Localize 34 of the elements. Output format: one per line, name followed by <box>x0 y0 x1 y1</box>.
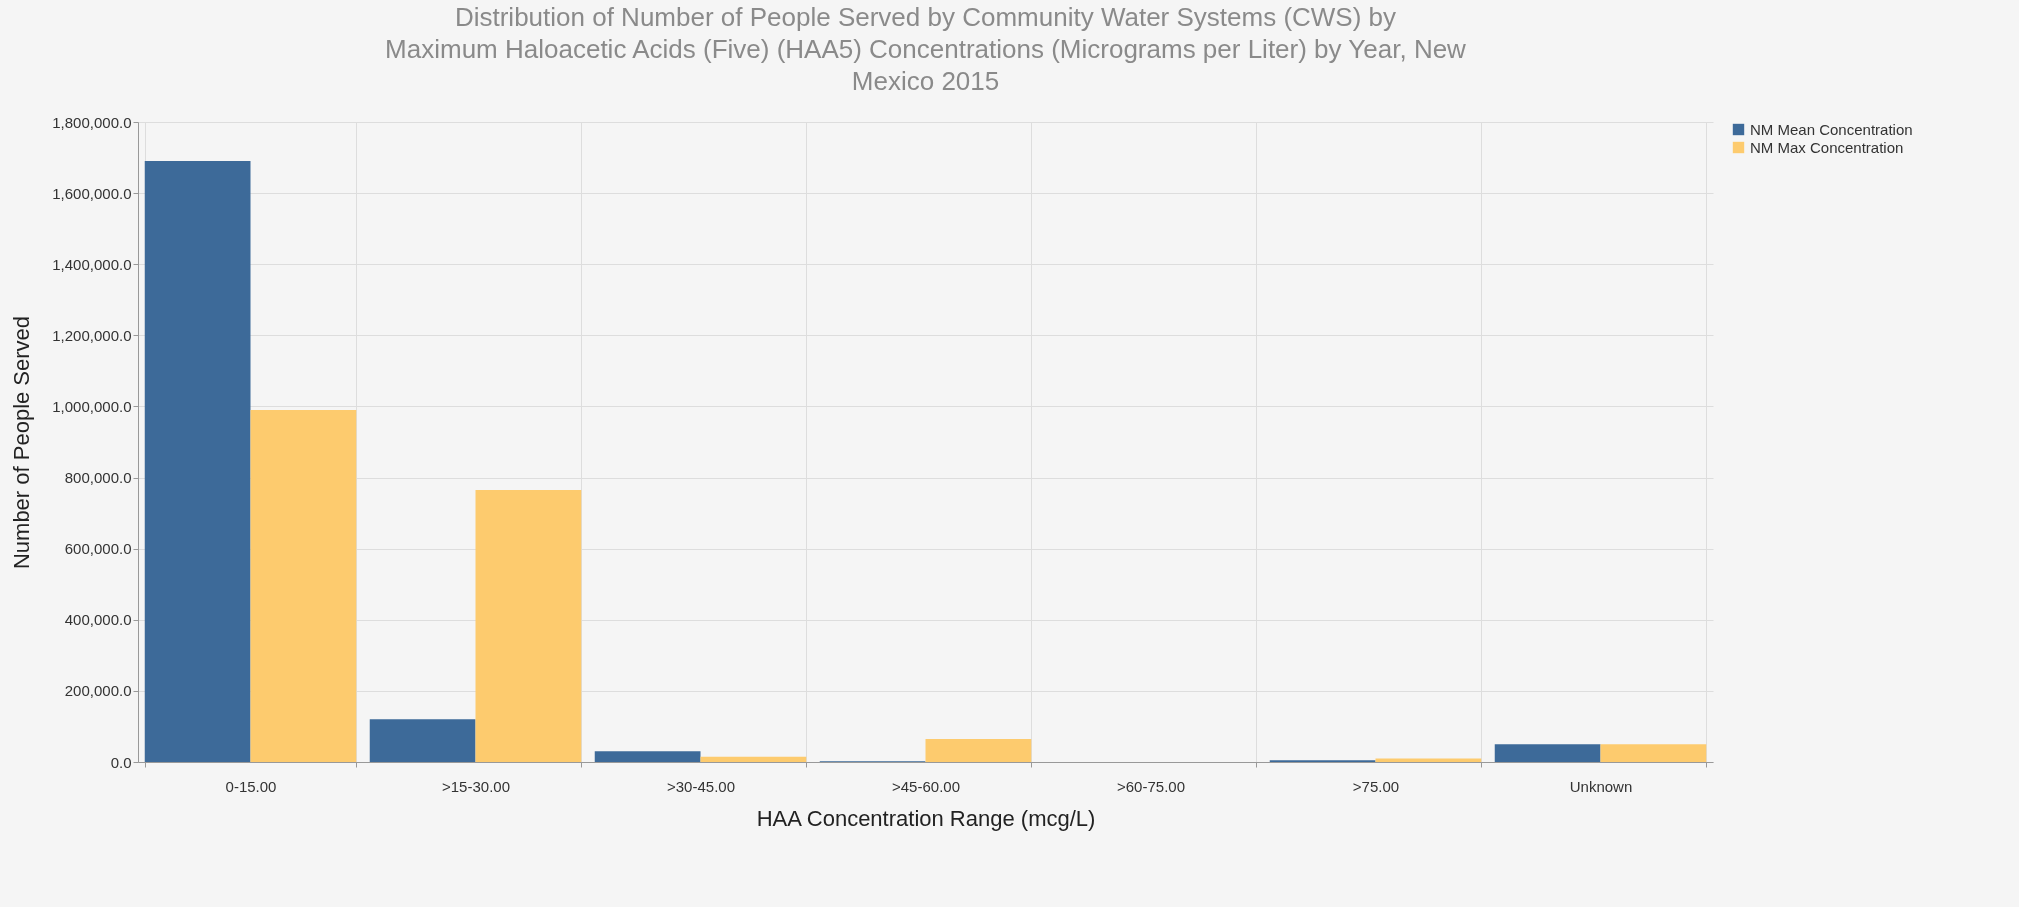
legend-label: NM Max Concentration <box>1750 138 1904 156</box>
bar <box>1375 758 1482 762</box>
bar <box>700 756 807 762</box>
y-tick-label: 600,000.0 <box>64 540 132 558</box>
bar <box>475 490 582 762</box>
y-tick-label: 1,000,000.0 <box>52 397 132 415</box>
text: Mexico 2015 <box>851 66 1000 96</box>
y-axis-title: Number of People Served <box>9 315 35 570</box>
x-tick-label: >30-45.00 <box>667 777 735 795</box>
y-tick-label: 1,200,000.0 <box>52 326 132 344</box>
y-tick-label: 400,000.0 <box>64 611 132 629</box>
text: Maximum Haloacetic Acids (Five) (HAA5) Concentrations (Micrograms per Liter) by Year, New <box>385 34 1466 64</box>
x-tick-label: >75.00 <box>1352 777 1400 795</box>
bar <box>250 410 357 762</box>
bar <box>1494 744 1601 762</box>
y-tick-label: 1,600,000.0 <box>52 184 132 202</box>
y-tick-label: 200,000.0 <box>64 682 132 700</box>
legend-label: NM Mean Concentration <box>1750 120 1913 138</box>
x-tick-label: Unknown <box>1569 777 1633 795</box>
x-tick-label: >45-60.00 <box>892 777 960 795</box>
y-tick-label: 0.0 <box>110 753 132 771</box>
y-tick-label: 800,000.0 <box>64 469 132 487</box>
bar <box>925 738 1032 762</box>
y-tick-label: 1,800,000.0 <box>52 113 132 131</box>
x-axis-title: HAA Concentration Range (mcg/L) <box>756 805 1096 831</box>
x-tick-label: >15-30.00 <box>442 777 510 795</box>
bar <box>594 751 701 762</box>
bar <box>1600 744 1707 762</box>
text: Distribution of Number of People Served by Community Water Systems (CWS) by <box>454 2 1397 32</box>
x-tick-label: >60-75.00 <box>1117 777 1185 795</box>
y-tick-label: 1,400,000.0 <box>52 255 132 273</box>
bar <box>144 161 251 762</box>
bar <box>369 719 476 762</box>
x-tick-label: 0-15.00 <box>225 777 277 795</box>
